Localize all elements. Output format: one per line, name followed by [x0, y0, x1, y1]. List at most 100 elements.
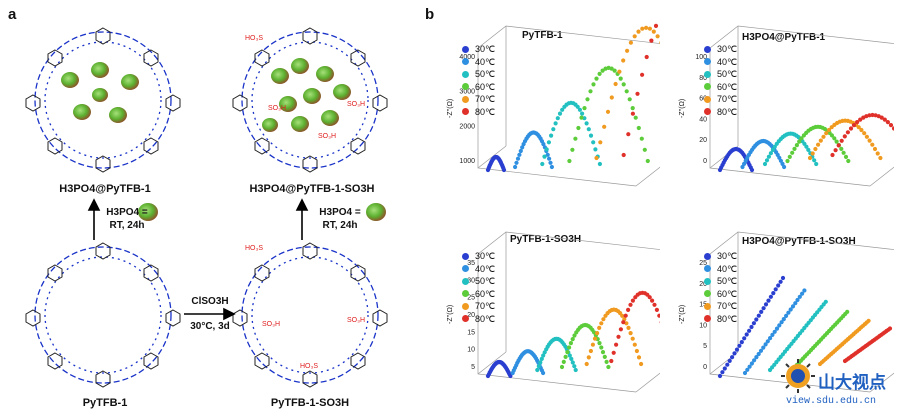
data-point: [590, 342, 595, 347]
data-point: [799, 136, 804, 141]
data-point: [657, 313, 660, 318]
data-point: [781, 317, 786, 322]
data-point: [555, 116, 560, 121]
data-point: [875, 151, 880, 156]
legend-label: 40℃: [475, 56, 496, 67]
data-point: [790, 150, 795, 155]
data-point: [778, 158, 783, 163]
y-axis-label: -Z''(Ω): [679, 305, 686, 324]
data-point: [572, 333, 577, 338]
data-point: [749, 167, 755, 173]
guest-icon-left: [138, 203, 158, 221]
legend-label: 50℃: [475, 69, 496, 79]
data-point: [751, 321, 756, 326]
data-point: [647, 295, 652, 300]
data-point: [605, 109, 611, 114]
y-tick-label: 5: [703, 343, 707, 350]
data-point: [565, 350, 570, 355]
data-point: [651, 29, 656, 34]
data-point: [630, 106, 635, 111]
data-point: [872, 146, 878, 152]
data-point: [639, 136, 644, 141]
data-point: [867, 113, 872, 118]
legend-marker: [462, 265, 469, 273]
data-point: [797, 139, 802, 144]
data-point: [879, 115, 884, 120]
data-point: [640, 26, 645, 31]
data-point: [636, 125, 641, 131]
data-point: [618, 76, 623, 81]
nyquist-plot-2: H3PO4@PyTFB-1 100 80 60 40 20 0 -Z''(Ω): [672, 18, 894, 208]
legend-item: 50℃: [704, 275, 737, 288]
data-point: [541, 142, 546, 147]
y-axis-label: -Z''(Ω): [679, 99, 686, 118]
data-point: [761, 306, 766, 311]
data-point: [742, 336, 747, 341]
data-point: [810, 151, 815, 156]
y-tick-label: 0: [703, 158, 707, 165]
legend-label: 70℃: [475, 301, 496, 311]
data-point: [572, 364, 577, 369]
data-point: [517, 152, 522, 157]
data-point: [597, 325, 602, 330]
data-point: [642, 147, 647, 152]
data-point: [613, 81, 618, 87]
data-point: [626, 132, 631, 137]
legend-marker: [462, 108, 469, 116]
data-point: [588, 89, 593, 94]
data-point: [560, 107, 565, 112]
y-tick-label: 60: [699, 96, 707, 103]
y-tick-label: 100: [695, 54, 707, 61]
data-point: [655, 34, 660, 39]
legend-marker: [704, 252, 711, 260]
data-point: [636, 29, 641, 34]
data-point: [821, 134, 826, 139]
data-point: [634, 348, 639, 354]
data-point: [804, 144, 809, 149]
svg-text:SO₃H: SO₃H: [318, 133, 336, 140]
data-point: [756, 351, 761, 357]
data-point: [756, 313, 761, 318]
data-point: [814, 161, 819, 167]
legend-marker: [704, 315, 711, 323]
y-tick-label: 30: [467, 277, 475, 284]
legend-item: 60℃: [462, 81, 495, 94]
data-point: [518, 148, 523, 154]
data-point: [795, 297, 800, 303]
y-tick-label: 10: [467, 347, 475, 354]
data-point: [553, 121, 558, 126]
benzene-rings-bottom-right: [232, 242, 388, 388]
data-point: [855, 120, 860, 125]
legend-item: 50℃: [462, 68, 495, 81]
data-point: [520, 145, 525, 150]
data-point: [768, 294, 773, 299]
data-point: [561, 359, 566, 364]
data-point: [545, 152, 550, 157]
data-point: [513, 164, 518, 170]
data-point: [829, 133, 834, 138]
data-point: [586, 355, 591, 360]
data-point: [559, 364, 565, 370]
legend-item: 80℃: [462, 106, 495, 119]
data-point: [784, 313, 789, 318]
data-point: [722, 366, 727, 371]
svg-text:SO₃H: SO₃H: [347, 101, 365, 108]
data-point: [778, 279, 783, 284]
data-point: [749, 361, 754, 366]
plot-1-canvas: 4000 3000 2000 1000 -Z''(Ω): [447, 23, 660, 187]
plot-3-canvas: 35 30 25 20 15 10 5 -Z''(Ω): [447, 231, 660, 393]
y-tick-label: 15: [467, 329, 475, 336]
data-point: [774, 326, 780, 331]
data-point: [749, 324, 754, 330]
data-point: [577, 107, 582, 112]
data-point: [737, 343, 742, 348]
guest-icon-right: [366, 203, 386, 221]
data-point: [582, 106, 587, 111]
data-point: [600, 350, 606, 355]
data-point: [867, 138, 872, 143]
legend-marker: [704, 265, 711, 273]
legend-item: 40℃: [462, 56, 495, 69]
svg-text:HO₃S: HO₃S: [245, 245, 263, 252]
data-point: [768, 151, 773, 156]
data-point: [547, 156, 552, 161]
